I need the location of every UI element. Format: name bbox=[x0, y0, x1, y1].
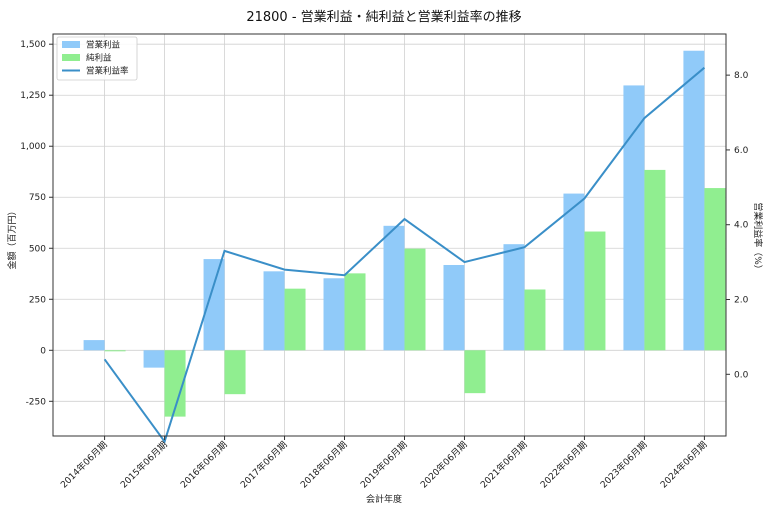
y2-tick-label: 2.0 bbox=[734, 296, 749, 306]
legend-swatch bbox=[62, 54, 80, 61]
x-tick-label: 2019年06月期 bbox=[358, 439, 410, 491]
y-tick-label: 1,000 bbox=[20, 142, 46, 152]
bar-operating-profit bbox=[623, 85, 645, 351]
x-tick-label: 2016年06月期 bbox=[178, 439, 230, 491]
bar-operating-profit bbox=[443, 264, 465, 351]
axes bbox=[52, 33, 727, 437]
plot-frame bbox=[52, 33, 727, 437]
legend-swatch bbox=[62, 41, 80, 48]
y-tick-label: 750 bbox=[29, 193, 46, 203]
y2-tick-label: 6.0 bbox=[734, 146, 749, 156]
y2-tick-label: 0.0 bbox=[734, 370, 749, 380]
bar-net-profit bbox=[104, 350, 126, 352]
legend-label: 営業利益 bbox=[86, 40, 121, 51]
y-tick-label: 250 bbox=[29, 295, 46, 305]
x-tick-label: 2024年06月期 bbox=[658, 439, 710, 491]
bar-operating-profit bbox=[143, 350, 165, 368]
bar-operating-profit bbox=[323, 278, 345, 351]
chart-title: 21800 - 営業利益・純利益と営業利益率の推移 bbox=[246, 9, 521, 25]
bar-net-profit bbox=[464, 350, 486, 394]
margin-line-group bbox=[103, 66, 706, 444]
y-tick-label: 500 bbox=[29, 244, 46, 254]
x-tick-label: 2015年06月期 bbox=[118, 439, 170, 491]
bar-operating-profit bbox=[83, 340, 105, 351]
bar-net-profit bbox=[344, 273, 366, 351]
y-axis-label: 金額（百万円） bbox=[6, 206, 18, 269]
bar-net-profit bbox=[704, 188, 726, 351]
x-tick-label: 2018年06月期 bbox=[298, 439, 350, 491]
y-tick-label: -250 bbox=[26, 397, 47, 407]
legend-label: 営業利益率 bbox=[86, 66, 129, 77]
legend-label: 純利益 bbox=[86, 53, 112, 64]
y-tick-label: 1,500 bbox=[20, 40, 46, 50]
bar-operating-profit bbox=[383, 225, 405, 351]
x-tick-label: 2017年06月期 bbox=[238, 439, 290, 491]
bar-net-profit bbox=[524, 289, 546, 351]
bar-net-profit bbox=[164, 350, 186, 417]
y-tick-label: 0 bbox=[40, 346, 46, 356]
x-tick-label: 2021年06月期 bbox=[478, 439, 530, 491]
bar-net-profit bbox=[644, 169, 666, 351]
x-axis-label: 会計年度 bbox=[366, 493, 402, 505]
bar-operating-profit bbox=[683, 50, 705, 351]
bar-net-profit bbox=[284, 288, 306, 351]
x-tick-label: 2014年06月期 bbox=[58, 439, 110, 491]
bar-net-profit bbox=[404, 248, 426, 351]
y2-tick-label: 8.0 bbox=[734, 71, 749, 81]
bar-operating-profit bbox=[263, 271, 285, 351]
operating-margin-line bbox=[103, 66, 706, 444]
bar-net-profit bbox=[584, 231, 606, 351]
y-tick-label: 1,250 bbox=[20, 91, 46, 101]
y2-axis-label: 営業利益率（%） bbox=[752, 202, 764, 274]
bar-net-profit bbox=[224, 350, 246, 395]
bars bbox=[83, 50, 726, 417]
bar-operating-profit bbox=[503, 244, 525, 351]
x-tick-label: 2020年06月期 bbox=[418, 439, 470, 491]
bar-operating-profit bbox=[563, 193, 585, 351]
x-tick-label: 2022年06月期 bbox=[538, 439, 590, 491]
y2-tick-label: 4.0 bbox=[734, 221, 749, 231]
x-tick-label: 2023年06月期 bbox=[598, 439, 650, 491]
bar-operating-profit bbox=[203, 259, 225, 351]
